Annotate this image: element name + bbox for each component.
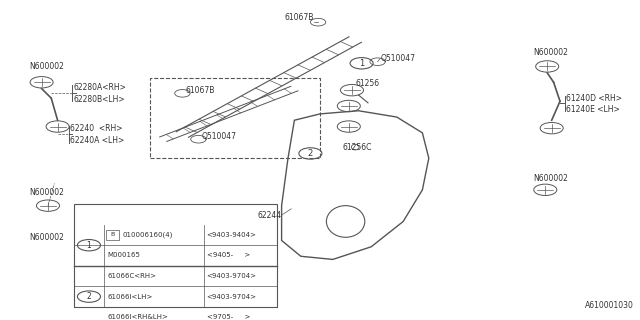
Text: 62240  <RH>: 62240 <RH>	[70, 124, 123, 132]
Text: <9705-     >: <9705- >	[207, 314, 250, 320]
Text: 1: 1	[86, 241, 92, 250]
Text: 61240E <LH>: 61240E <LH>	[566, 105, 620, 114]
Text: 61256: 61256	[355, 79, 380, 88]
Text: N600002: N600002	[29, 62, 63, 71]
Bar	[150, 77, 320, 158]
Text: 61256C: 61256C	[342, 143, 372, 152]
Text: 61067B: 61067B	[186, 86, 215, 95]
Text: A610001030: A610001030	[585, 301, 634, 310]
Text: 61067B: 61067B	[285, 13, 314, 22]
Text: N600002: N600002	[29, 233, 63, 242]
Text: M000165: M000165	[108, 252, 140, 259]
Bar	[74, 204, 277, 307]
Text: 62240A <LH>: 62240A <LH>	[70, 136, 125, 145]
Text: Q510047: Q510047	[202, 132, 237, 140]
Text: 2: 2	[86, 292, 92, 301]
Text: 61240D <RH>: 61240D <RH>	[566, 93, 622, 103]
Text: 010006160(4): 010006160(4)	[122, 232, 173, 238]
Text: 1: 1	[359, 59, 364, 68]
Text: N600002: N600002	[29, 188, 63, 197]
Text: 62280B<LH>: 62280B<LH>	[74, 95, 125, 104]
Text: 62244: 62244	[257, 211, 282, 220]
Text: <9403-9704>: <9403-9704>	[207, 273, 257, 279]
Text: 61066C<RH>: 61066C<RH>	[108, 273, 157, 279]
Text: N600002: N600002	[533, 48, 568, 57]
Text: <9403-9704>: <9403-9704>	[207, 294, 257, 300]
Text: B: B	[110, 232, 115, 237]
Text: 2: 2	[308, 149, 313, 158]
Text: 62280A<RH>: 62280A<RH>	[74, 83, 127, 92]
Text: 61066I<RH&LH>: 61066I<RH&LH>	[108, 314, 168, 320]
Text: <9403-9404>: <9403-9404>	[207, 232, 257, 238]
Bar	[106, 229, 119, 240]
Text: Q510047: Q510047	[381, 54, 416, 63]
Text: 61066I<LH>: 61066I<LH>	[108, 294, 153, 300]
Text: <9405-     >: <9405- >	[207, 252, 250, 259]
Text: N600002: N600002	[533, 174, 568, 183]
